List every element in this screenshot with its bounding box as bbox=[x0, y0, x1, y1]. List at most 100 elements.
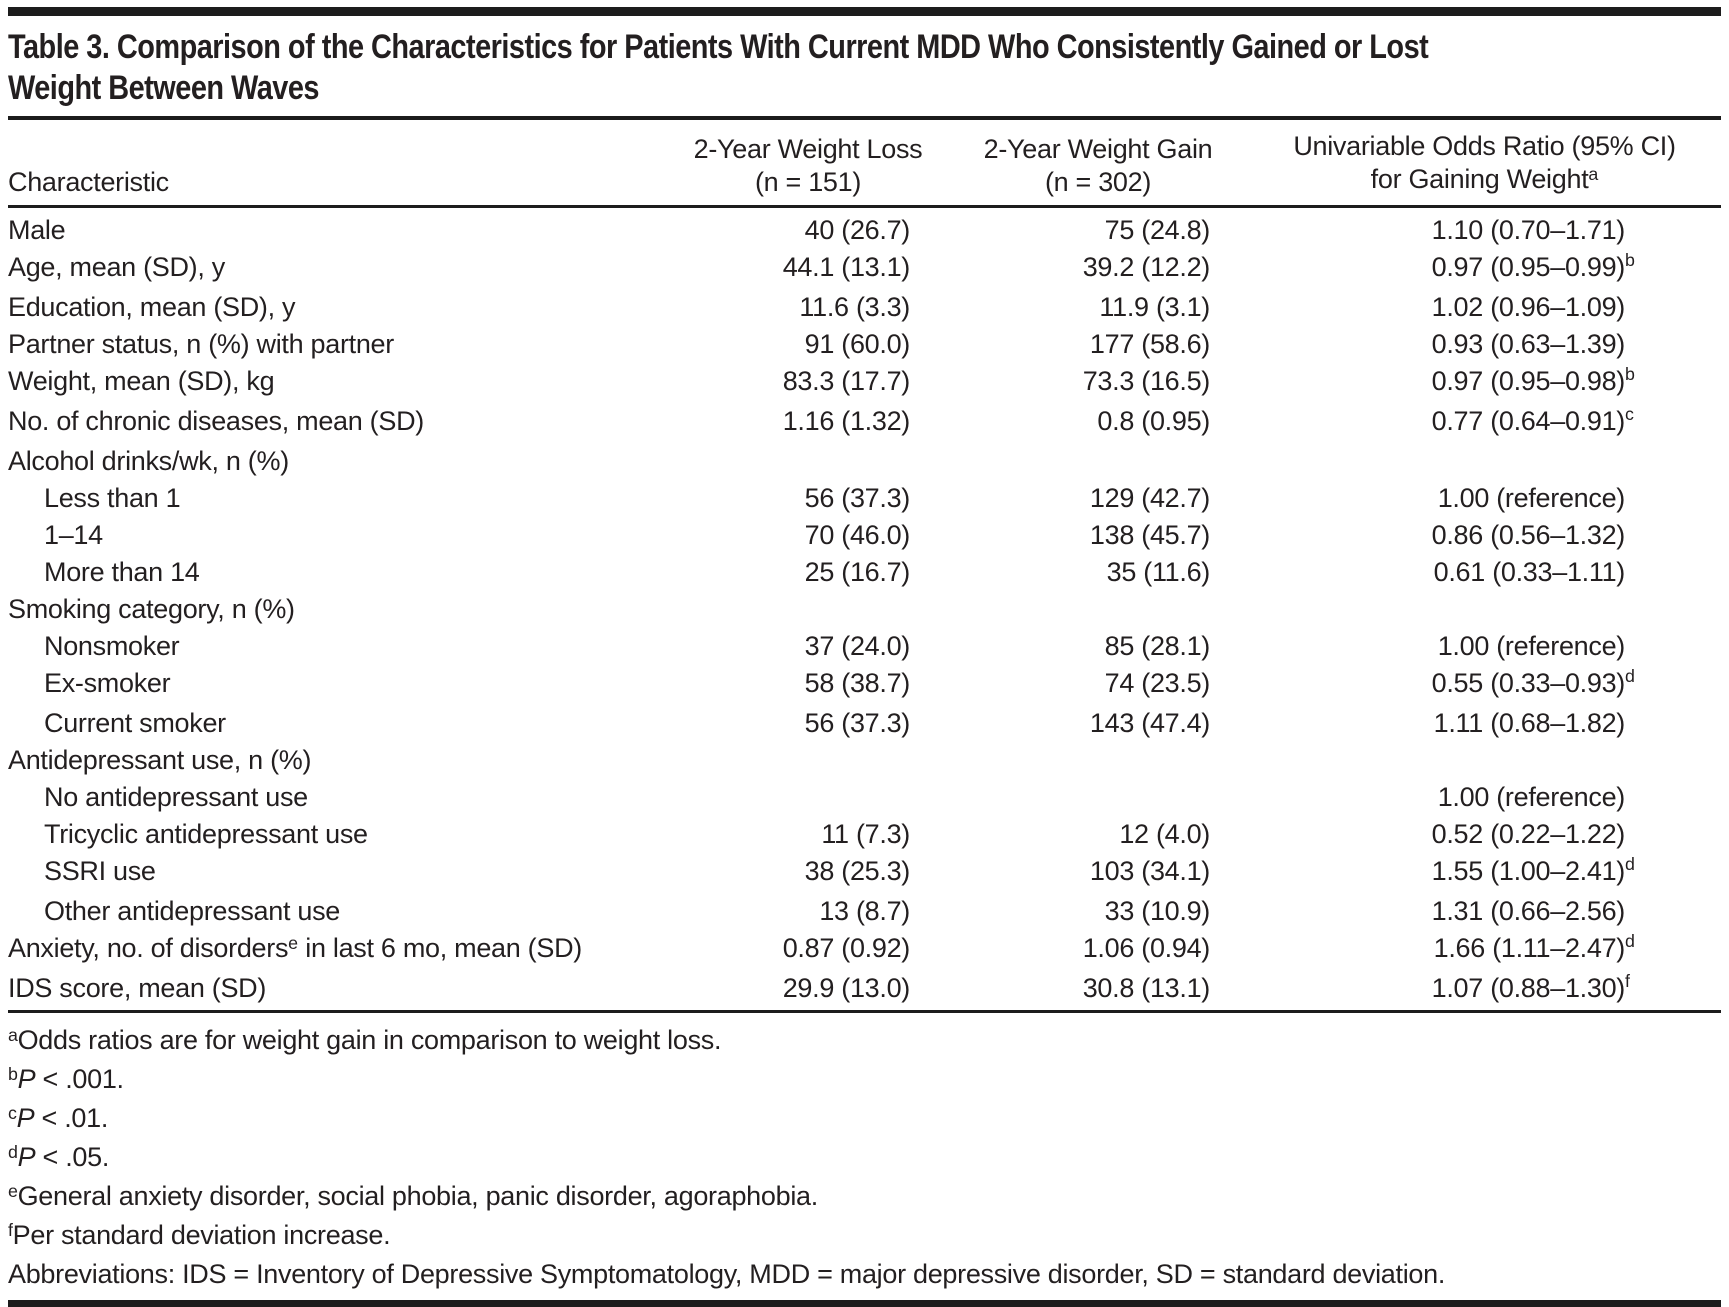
cell-characteristic: Tricyclic antidepressant use bbox=[8, 816, 668, 853]
cell-weight-loss: 83.3 (17.7) bbox=[782, 366, 911, 396]
cell-weight-gain: 30.8 (13.1) bbox=[1082, 973, 1211, 1003]
table-row: No antidepressant use 1.00 (reference) bbox=[8, 779, 1721, 816]
cell-weight-loss: 58 (38.7) bbox=[804, 668, 911, 698]
table-row: Other antidepressant use 13 (8.7) 33 (10.9… bbox=[8, 893, 1721, 930]
header-row: Characteristic 2-Year Weight Loss (n = 1… bbox=[8, 120, 1721, 208]
table-row: Ex-smoker 58 (38.7) 74 (23.5) 0.55 (0.33–0.… bbox=[8, 665, 1721, 705]
col-header-weight-loss: 2-Year Weight Loss (n = 151) bbox=[668, 120, 948, 208]
col-header-odds-ratio: Univariable Odds Ratio (95% CI) for Gain… bbox=[1248, 120, 1721, 208]
characteristic-label: 1–14 bbox=[44, 520, 103, 550]
table-row: Weight, mean (SD), kg 83.3 (17.7) 73.3 (16… bbox=[8, 363, 1721, 403]
table-row: Partner status, n (%) with partner 91 (60… bbox=[8, 326, 1721, 363]
odds-ratio-value: 1.31 (0.66–2.56) bbox=[1431, 896, 1626, 926]
odds-ratio-value: 0.77 (0.64–0.91) bbox=[1431, 406, 1626, 436]
footnotes: aOdds ratios are for weight gain in comp… bbox=[8, 1013, 1721, 1292]
footnote-e: eGeneral anxiety disorder, social phobia… bbox=[8, 1178, 1721, 1217]
odds-ratio-value: 1.00 (reference) bbox=[1437, 631, 1626, 661]
odds-ratio-value: 0.86 (0.56–1.32) bbox=[1431, 520, 1626, 550]
odds-ratio-value: 0.55 (0.33–0.93) bbox=[1431, 668, 1626, 698]
odds-ratio-value: 1.02 (0.96–1.09) bbox=[1431, 292, 1626, 322]
cell-weight-loss: 70 (46.0) bbox=[804, 520, 911, 550]
characteristic-label: Anxiety, no. of disorders bbox=[8, 933, 289, 963]
col-header-characteristic-label: Characteristic bbox=[8, 167, 169, 197]
footnote-marker-f: f bbox=[8, 1219, 13, 1240]
cell-characteristic: Antidepressant use, n (%) bbox=[8, 742, 668, 779]
table-row: Education, mean (SD), y 11.6 (3.3) 11.9 (3… bbox=[8, 289, 1721, 326]
cell-weight-loss: 56 (37.3) bbox=[804, 483, 911, 513]
characteristic-label: Alcohol drinks/wk, n (%) bbox=[8, 446, 289, 476]
col-header-weight-gain-line1: 2-Year Weight Gain bbox=[983, 134, 1213, 164]
col-header-weight-loss-n: (n = 151) bbox=[754, 167, 862, 197]
cell-odds-ratio bbox=[1248, 443, 1721, 480]
characteristic-label: Antidepressant use, n (%) bbox=[8, 745, 312, 775]
odds-ratio-value: 0.61 (0.33–1.11) bbox=[1433, 557, 1626, 587]
odds-ratio-value: 1.55 (1.00–2.41) bbox=[1431, 856, 1626, 886]
footnote-text: General anxiety disorder, social phobia,… bbox=[17, 1181, 819, 1211]
characteristic-label: Male bbox=[8, 215, 66, 245]
cell-characteristic: No antidepressant use bbox=[8, 779, 668, 816]
cell-odds-ratio: 1.00 (reference) bbox=[1248, 779, 1721, 816]
characteristic-label: SSRI use bbox=[44, 856, 156, 886]
cell-odds-ratio: 1.00 (reference) bbox=[1248, 480, 1721, 517]
odds-ratio-value: 1.00 (reference) bbox=[1437, 483, 1626, 513]
cell-weight-gain: 12 (4.0) bbox=[1119, 819, 1210, 849]
bottom-rule bbox=[8, 1300, 1721, 1307]
odds-ratio-value: 1.10 (0.70–1.71) bbox=[1431, 215, 1626, 245]
footnote-marker-a: a bbox=[8, 1024, 18, 1045]
cell-odds-ratio: 1.55 (1.00–2.41)d bbox=[1431, 854, 1635, 886]
cell-odds-ratio: 1.07 (0.88–1.30)f bbox=[1431, 971, 1630, 1003]
col-header-odds-ratio-line2: for Gaining Weighta bbox=[1248, 163, 1721, 199]
footnote-marker-d: d bbox=[8, 1141, 18, 1162]
characteristic-label: Other antidepressant use bbox=[44, 896, 340, 926]
col-header-weight-gain-n: (n = 302) bbox=[1044, 167, 1152, 197]
cell-weight-gain: 143 (47.4) bbox=[1089, 708, 1210, 738]
cell-weight-loss: 56 (37.3) bbox=[804, 708, 911, 738]
cell-characteristic: More than 14 bbox=[8, 554, 668, 591]
cell-characteristic: Education, mean (SD), y bbox=[8, 289, 668, 326]
cell-weight-loss bbox=[668, 779, 948, 816]
table-row: No. of chronic diseases, mean (SD) 1.16 (… bbox=[8, 403, 1721, 443]
col-header-characteristic: Characteristic bbox=[8, 120, 668, 208]
table-row: Tricyclic antidepressant use 11 (7.3) 12 (… bbox=[8, 816, 1721, 853]
cell-characteristic: 1–14 bbox=[8, 517, 668, 554]
cell-weight-gain bbox=[948, 591, 1248, 628]
cell-odds-ratio bbox=[1248, 591, 1721, 628]
characteristics-table: Characteristic 2-Year Weight Loss (n = 1… bbox=[8, 120, 1721, 1013]
cell-weight-loss: 44.1 (13.1) bbox=[782, 252, 911, 282]
abbreviations-note: Abbreviations: IDS = Inventory of Depres… bbox=[8, 1256, 1721, 1292]
table-page: Table 3. Comparison of the Characteristi… bbox=[0, 7, 1729, 1307]
cell-weight-loss bbox=[668, 443, 948, 480]
cell-weight-gain: 0.8 (0.95) bbox=[1097, 406, 1210, 436]
cell-weight-loss: 40 (26.7) bbox=[804, 215, 911, 245]
table-title-line-1: Table 3. Comparison of the Characteristi… bbox=[8, 28, 1429, 66]
characteristic-label: Tricyclic antidepressant use bbox=[44, 819, 368, 849]
cell-odds-ratio: 0.97 (0.95–0.99)b bbox=[1431, 250, 1635, 282]
cell-characteristic: SSRI use bbox=[8, 853, 668, 893]
table-row: Nonsmoker 37 (24.0) 85 (28.1) 1.00 (referen… bbox=[8, 628, 1721, 665]
cell-characteristic: Current smoker bbox=[8, 705, 668, 742]
table-title-line-2: Weight Between Waves bbox=[8, 69, 320, 107]
title-divider-rule bbox=[8, 116, 1721, 120]
table-row: Anxiety, no. of disorderse in last 6 mo,… bbox=[8, 930, 1721, 970]
cell-weight-gain: 39.2 (12.2) bbox=[1082, 252, 1211, 282]
characteristic-label: Age, mean (SD), y bbox=[8, 252, 225, 282]
cell-weight-gain: 103 (34.1) bbox=[1089, 856, 1210, 886]
cell-weight-gain: 73.3 (16.5) bbox=[1082, 366, 1211, 396]
characteristic-label: No. of chronic diseases, mean (SD) bbox=[8, 406, 424, 436]
footnote-c: cP < .01. bbox=[8, 1100, 1721, 1139]
cell-weight-gain: 138 (45.7) bbox=[1089, 520, 1210, 550]
footnote-text: < .01. bbox=[34, 1103, 109, 1133]
cell-weight-gain: 75 (24.8) bbox=[1104, 215, 1211, 245]
table-row: More than 14 25 (16.7) 35 (11.6) 0.61 (0.33… bbox=[8, 554, 1721, 591]
cell-weight-loss bbox=[668, 742, 948, 779]
characteristic-label: Weight, mean (SD), kg bbox=[8, 366, 275, 396]
cell-odds-ratio bbox=[1248, 742, 1721, 779]
cell-characteristic: No. of chronic diseases, mean (SD) bbox=[8, 403, 668, 443]
characteristic-label: Nonsmoker bbox=[44, 631, 180, 661]
table-row: Age, mean (SD), y 44.1 (13.1) 39.2 (12.2) 0… bbox=[8, 249, 1721, 289]
footnote-text: < .001. bbox=[35, 1064, 125, 1094]
cell-odds-ratio: 0.93 (0.63–1.39) bbox=[1248, 326, 1721, 363]
cell-weight-gain: 11.9 (3.1) bbox=[1099, 292, 1210, 322]
cell-odds-ratio: 0.77 (0.64–0.91)c bbox=[1431, 404, 1634, 436]
col-header-odds-ratio-line1: Univariable Odds Ratio (95% CI) bbox=[1293, 131, 1676, 161]
